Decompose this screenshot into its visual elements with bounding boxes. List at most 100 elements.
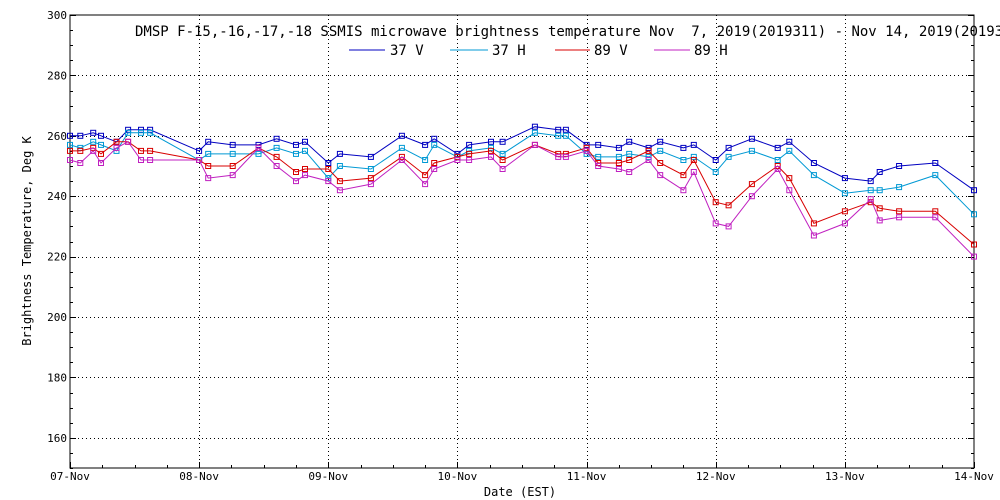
data-point-37h (680, 157, 687, 163)
data-point-37h (67, 141, 73, 148)
data-point-37h (422, 157, 429, 163)
data-point-37h (336, 163, 343, 169)
data-point-89h (583, 147, 590, 154)
data-point-37v (867, 178, 874, 185)
data-point-37h (138, 129, 144, 136)
data-point-89v (680, 172, 687, 179)
data-point-89v (841, 208, 848, 215)
data-point-37h (531, 129, 538, 136)
data-point-37v (90, 129, 97, 136)
legend-entry-89h: 89 H (654, 43, 728, 59)
data-point-89v (932, 208, 939, 215)
data-point-37v (932, 160, 939, 166)
data-point-37v (422, 141, 429, 148)
legend-label-37v: 37 V (390, 43, 424, 59)
data-point-89h (196, 157, 203, 163)
data-point-89v (810, 220, 817, 227)
data-point-37v (67, 132, 73, 139)
data-point-89h (932, 214, 939, 221)
y-tick-label: 240 (47, 190, 67, 203)
data-point-89h (555, 153, 562, 160)
data-point-89h (531, 141, 538, 148)
data-point-37v (896, 163, 903, 169)
data-point-37v (336, 150, 343, 157)
x-axis-label: Date (EST) (484, 485, 556, 499)
data-point-89h (680, 187, 687, 194)
y-tick-label: 220 (47, 251, 67, 264)
data-point-89h (113, 144, 120, 151)
data-point-89h (748, 193, 755, 200)
data-point-89v (454, 153, 461, 160)
data-point-37v (273, 135, 280, 142)
data-point-89h (488, 153, 494, 160)
data-point-37v (325, 160, 332, 166)
data-point-89v (229, 163, 236, 169)
legend-entry-37h: 37 H (450, 43, 526, 59)
data-point-89h (867, 196, 874, 203)
data-point-37h (302, 147, 308, 154)
x-tick-label: 08-Nov (179, 470, 219, 483)
data-point-37h (125, 129, 132, 136)
data-point-89h (810, 232, 817, 239)
data-point-37h (626, 150, 633, 157)
data-point-37h (595, 153, 602, 160)
data-point-89v (138, 147, 144, 154)
data-point-89h (229, 172, 236, 179)
data-point-89h (367, 181, 374, 188)
data-point-37h (774, 157, 781, 163)
data-point-37h (205, 150, 212, 157)
data-point-37v (562, 126, 569, 133)
data-point-89h (147, 157, 154, 163)
data-point-37h (725, 153, 732, 160)
y-tick-label: 300 (47, 9, 67, 22)
data-point-89h (398, 157, 405, 163)
data-point-37v (77, 132, 84, 139)
data-point-37h (90, 138, 97, 145)
data-point-37v (680, 144, 687, 151)
data-point-89h (615, 166, 622, 172)
data-point-89h (98, 160, 104, 166)
series-line-37h (69, 132, 975, 215)
series-line-37v (70, 126, 975, 191)
grid-lines (70, 15, 974, 468)
data-point-89h (896, 214, 903, 221)
series-89v (67, 138, 977, 248)
data-point-89v (147, 147, 154, 154)
data-point-89h (876, 217, 883, 224)
data-point-37v (488, 138, 494, 145)
data-point-37v (229, 141, 236, 148)
data-point-89h (626, 169, 633, 175)
y-tick-label: 260 (47, 130, 67, 143)
data-point-89h (431, 166, 438, 172)
data-point-37v (690, 141, 697, 148)
data-point-89v (876, 205, 883, 212)
data-point-37h (971, 211, 977, 218)
data-point-89h (645, 157, 652, 163)
data-point-89v (615, 160, 622, 166)
data-point-37v (466, 141, 473, 148)
data-point-89v (690, 157, 697, 163)
series-89h (67, 138, 977, 260)
x-tick-label: 14-Nov (954, 470, 994, 483)
legend-entry-37v: 37 V (349, 43, 424, 59)
series-line-89h (69, 141, 975, 257)
data-point-89v (466, 150, 473, 157)
data-point-89v (422, 172, 429, 179)
data-point-37v (841, 175, 848, 182)
data-point-37v (431, 135, 438, 142)
data-point-37v (725, 144, 732, 151)
data-point-37v (876, 169, 883, 175)
data-point-89v (645, 147, 652, 154)
data-point-89v (293, 169, 299, 175)
data-point-89h (67, 157, 73, 163)
chart-title: DMSP F-15,-16,-17,-18 SSMIS microwave br… (135, 24, 1000, 40)
data-point-37h (255, 150, 262, 157)
data-point-37v (615, 144, 622, 151)
data-point-37v (398, 132, 405, 139)
data-point-37h (431, 141, 438, 148)
data-point-89v (712, 199, 719, 206)
data-point-37h (555, 132, 562, 139)
data-point-37h (562, 132, 569, 139)
